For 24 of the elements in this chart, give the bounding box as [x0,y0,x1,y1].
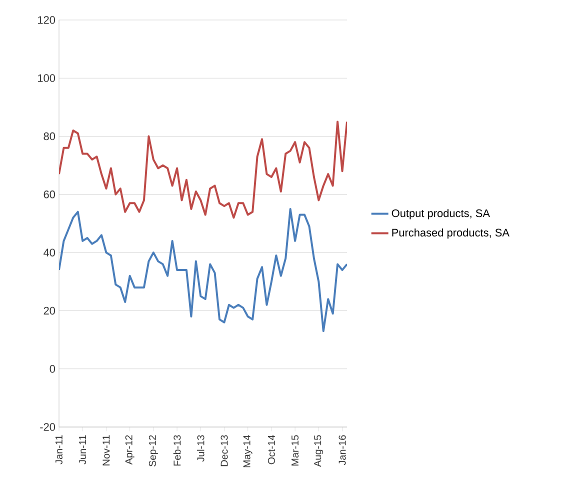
x-tick-label: Nov-11 [102,435,110,466]
y-tick-label: 120 [38,16,56,24]
x-tick-label: Oct-14 [268,435,275,464]
y-tick-label: 0 [50,364,56,373]
x-tick-label: Jul-13 [196,435,204,462]
x-tick-label: May-14 [243,435,252,468]
x-tick-label: Aug-15 [314,435,324,467]
y-tick-label: -20 [40,423,56,431]
y-tick-label: 60 [44,190,56,198]
legend-label: Purchased products, SA [392,228,510,239]
x-tick-label: Mar-15 [292,435,299,466]
y-tick-label: 20 [44,306,56,315]
legend-label: Output products, SA [392,209,490,220]
x-tick-label: Sep-12 [148,435,158,466]
y-tick-label: 80 [44,132,56,140]
x-tick-label: Jan-11 [56,435,62,464]
x-tick-label: Apr-12 [125,435,134,465]
y-tick-label: 100 [38,74,56,82]
x-tick-label: Feb-13 [173,435,181,466]
line-series [59,120,347,219]
x-tick-label: Jun-11 [79,435,86,464]
x-tick-label: Jan-16 [338,435,346,466]
y-tick-label: 40 [44,248,56,256]
x-tick-label: Dec-13 [220,435,228,466]
